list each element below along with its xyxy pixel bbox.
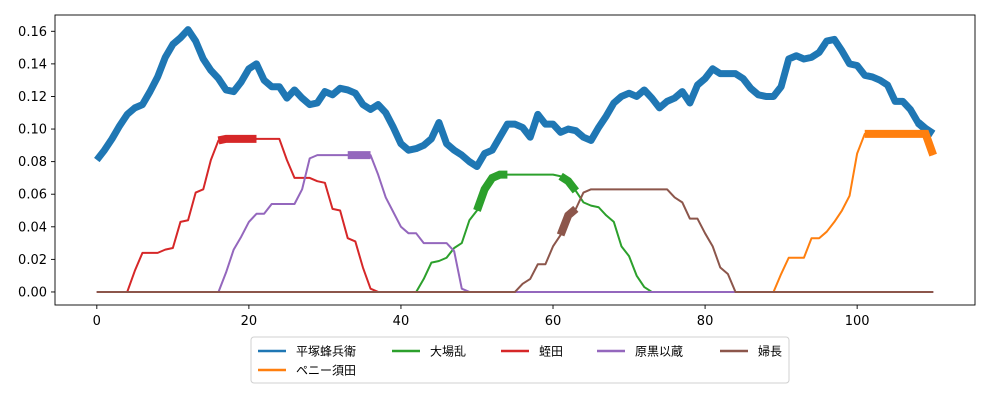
y-tick-label: 0.08 [18, 155, 47, 170]
highlight-segment [915, 119, 936, 138]
series-line-0 [94, 26, 936, 171]
legend-label: 原黒以蔵 [635, 345, 683, 359]
y-tick-label: 0.14 [18, 57, 47, 72]
y-tick-label: 0.04 [18, 220, 47, 235]
highlight-segment [217, 134, 257, 145]
legend-label: 婦長 [758, 344, 782, 359]
legend-box [250, 336, 790, 384]
y-tick-label: 0.00 [18, 285, 47, 300]
x-tick-label: 60 [545, 314, 562, 329]
y-tick-label: 0.10 [18, 123, 47, 138]
y-tick-label: 0.12 [18, 90, 47, 105]
plot-area [94, 26, 937, 293]
y-tick-label: 0.16 [18, 25, 47, 40]
series-line-4 [96, 154, 934, 293]
y-tick-label: 0.06 [18, 188, 47, 203]
legend-label: 平塚蜂兵衛 [296, 345, 356, 359]
x-tick-label: 100 [845, 314, 870, 329]
highlight-segment [556, 205, 579, 237]
series-line-2 [96, 173, 934, 293]
x-tick-label: 20 [241, 314, 258, 329]
legend-label: 大場乱 [430, 345, 466, 359]
series-line-5 [96, 188, 934, 293]
axes-frame [54, 14, 976, 306]
axes: 0 20 40 60 80 100 0.00 0.02 0.04 0.06 0.08 0.10 0.12… [18, 14, 976, 329]
x-tick-label: 80 [697, 314, 714, 329]
legend-label: ペニー須田 [296, 364, 356, 378]
highlight-segment [473, 170, 508, 212]
x-tick-label: 0 [93, 314, 101, 329]
series-line-3 [96, 137, 934, 293]
x-tick-label: 40 [393, 314, 410, 329]
y-tick-label: 0.02 [18, 253, 47, 268]
highlight-segment [558, 172, 579, 194]
legend-label: 蛭田 [539, 344, 563, 359]
series-line-1 [96, 132, 935, 293]
highlight-segment [864, 129, 937, 157]
